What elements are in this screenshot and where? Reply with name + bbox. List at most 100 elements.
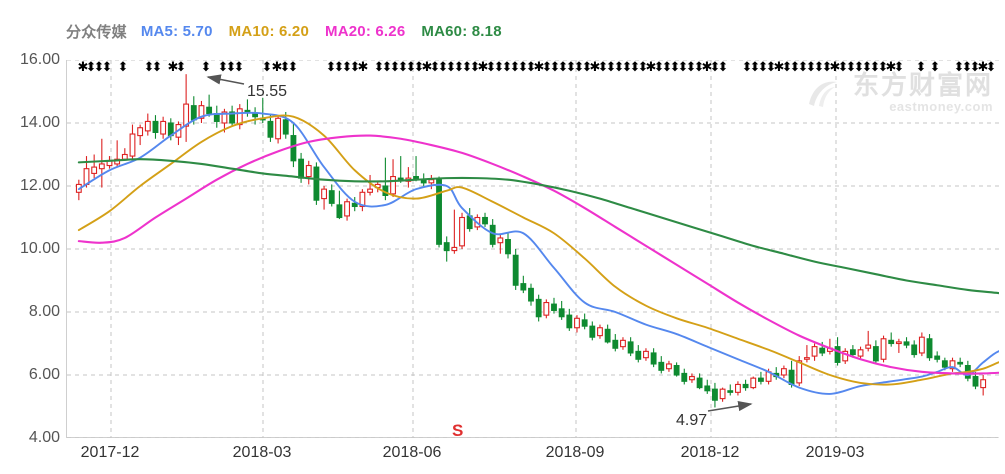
svg-text:⬍: ⬍ [118, 60, 129, 75]
annotation-arrows [206, 74, 753, 412]
svg-text:⬍: ⬍ [878, 60, 889, 75]
svg-text:✱: ✱ [646, 60, 657, 75]
x-axis-tick: 2018-06 [382, 444, 442, 461]
svg-text:⬍: ⬍ [854, 60, 865, 75]
svg-text:⬍: ⬍ [502, 60, 513, 75]
trough-price-annotation: 4.97 [676, 412, 708, 429]
svg-text:✱: ✱ [422, 60, 433, 75]
x-axis-tick: 2017-12 [80, 444, 140, 461]
svg-text:⬍: ⬍ [398, 60, 409, 75]
svg-text:⬍: ⬍ [916, 60, 927, 75]
svg-text:⬍: ⬍ [718, 60, 729, 75]
svg-text:⬍: ⬍ [414, 60, 425, 75]
svg-text:⬍: ⬍ [894, 60, 905, 75]
svg-text:✱: ✱ [702, 60, 713, 75]
svg-text:⬍: ⬍ [862, 60, 873, 75]
ma5-legend: MA5: 5.70 [140, 22, 213, 40]
svg-text:⬍: ⬍ [350, 60, 361, 75]
svg-text:⬍: ⬍ [986, 60, 997, 75]
svg-text:⬍: ⬍ [662, 60, 673, 75]
svg-text:⬍: ⬍ [846, 60, 857, 75]
svg-text:⬍: ⬍ [550, 60, 561, 75]
svg-text:⬍: ⬍ [614, 60, 625, 75]
svg-text:⬍: ⬍ [438, 60, 449, 75]
svg-text:⬍: ⬍ [526, 60, 537, 75]
svg-text:⬍: ⬍ [454, 60, 465, 75]
svg-text:✱: ✱ [478, 60, 489, 75]
svg-text:✱: ✱ [272, 60, 283, 75]
svg-text:✱: ✱ [886, 60, 897, 75]
y-axis-tick: 14.00 [19, 114, 60, 131]
peak-price-annotation: 15.55 [247, 83, 288, 100]
svg-text:⬍: ⬍ [342, 60, 353, 75]
x-axis-tick: 2019-03 [805, 444, 865, 461]
svg-text:⬍: ⬍ [326, 60, 337, 75]
svg-text:⬍: ⬍ [218, 60, 229, 75]
svg-text:⬍: ⬍ [144, 60, 155, 75]
svg-text:⬍: ⬍ [574, 60, 585, 75]
svg-text:⬍: ⬍ [678, 60, 689, 75]
y-axis-tick: 12.00 [19, 177, 60, 194]
svg-text:⬍: ⬍ [582, 60, 593, 75]
svg-text:⬍: ⬍ [742, 60, 753, 75]
candlesticks [75, 74, 987, 408]
x-axis-tick: 2018-12 [680, 444, 740, 461]
svg-text:⬍: ⬍ [201, 60, 212, 75]
svg-text:⬍: ⬍ [406, 60, 417, 75]
svg-text:⬍: ⬍ [102, 60, 113, 75]
svg-text:⬍: ⬍ [280, 60, 291, 75]
stock-name-label: 分众传媒 [66, 22, 127, 41]
svg-text:⬍: ⬍ [962, 60, 973, 75]
svg-text:⬍: ⬍ [288, 60, 299, 75]
svg-text:⬍: ⬍ [710, 60, 721, 75]
svg-text:⬍: ⬍ [638, 60, 649, 75]
svg-text:⬍: ⬍ [176, 60, 187, 75]
y-axis-tick: 10.00 [19, 240, 60, 257]
svg-text:⬍: ⬍ [654, 60, 665, 75]
svg-text:⬍: ⬍ [262, 60, 273, 75]
chart-legend: 分众传媒 MA5: 5.70 MA10: 6.20 MA20: 6.26 MA6… [66, 20, 518, 42]
svg-text:⬍: ⬍ [94, 60, 105, 75]
price-plot-area[interactable]: ✱ ⬍ ⬍ ⬍ ⬍ ⬍ ⬍ ✱ ⬍ ⬍ ⬍ ⬍ ⬍ ⬍ ✱ ⬍ ⬍ ⬍ ⬍ ⬍ ⬍ ✱ ⬍ ⬍ ⬍ ⬍ ⬍ ⬍ ✱ ⬍ ⬍ ⬍ ⬍ ⬍ ⬍ ✱ ⬍ ⬍ ⬍ ⬍… [66, 60, 999, 438]
svg-text:⬍: ⬍ [758, 60, 769, 75]
svg-text:⬍: ⬍ [822, 60, 833, 75]
svg-text:⬍: ⬍ [670, 60, 681, 75]
svg-text:⬍: ⬍ [970, 60, 981, 75]
svg-text:⬍: ⬍ [470, 60, 481, 75]
svg-text:⬍: ⬍ [226, 60, 237, 75]
y-axis-tick: 6.00 [28, 366, 60, 383]
svg-text:⬍: ⬍ [558, 60, 569, 75]
y-axis-tick: 16.00 [19, 51, 60, 68]
top-event-markers: ✱⬍⬍⬍ ⬍ ⬍⬍ ✱⬍ ⬍ ⬍⬍⬍ ⬍ ✱⬍⬍ ⬍⬍⬍⬍✱ ⬍⬍⬍⬍⬍⬍✱⬍⬍⬍⬍⬍⬍✱⬍⬍⬍⬍… [78, 60, 997, 75]
svg-text:⬍: ⬍ [630, 60, 641, 75]
svg-text:⬍: ⬍ [750, 60, 761, 75]
svg-text:✱: ✱ [78, 60, 89, 75]
svg-text:✱: ✱ [590, 60, 601, 75]
svg-text:⬍: ⬍ [430, 60, 441, 75]
svg-text:⬍: ⬍ [494, 60, 505, 75]
svg-text:⬍: ⬍ [598, 60, 609, 75]
svg-text:✱: ✱ [830, 60, 841, 75]
svg-text:⬍: ⬍ [694, 60, 705, 75]
svg-text:⬍: ⬍ [838, 60, 849, 75]
ma10-legend: MA10: 6.20 [228, 22, 310, 40]
svg-text:⬍: ⬍ [806, 60, 817, 75]
svg-text:⬍: ⬍ [86, 60, 97, 75]
svg-text:⬍: ⬍ [686, 60, 697, 75]
svg-text:⬍: ⬍ [622, 60, 633, 75]
svg-text:⬍: ⬍ [334, 60, 345, 75]
svg-text:✱: ✱ [978, 60, 989, 75]
svg-text:⬍: ⬍ [390, 60, 401, 75]
gridlines [67, 60, 999, 438]
split-event-marker[interactable]: S [452, 421, 464, 440]
candlestick-svg: ✱⬍⬍⬍ ⬍ ⬍⬍ ✱⬍ ⬍ ⬍⬍⬍ ⬍ ✱⬍⬍ ⬍⬍⬍⬍✱ ⬍⬍⬍⬍⬍⬍✱⬍⬍⬍⬍⬍⬍✱⬍⬍⬍⬍… [67, 60, 999, 438]
svg-text:⬍: ⬍ [954, 60, 965, 75]
svg-text:✱: ✱ [168, 60, 179, 75]
ma20-legend: MA20: 6.26 [325, 22, 406, 40]
y-axis-tick: 4.00 [28, 429, 60, 446]
svg-text:⬍: ⬍ [930, 60, 941, 75]
y-axis-tick: 8.00 [28, 303, 60, 320]
svg-text:⬍: ⬍ [566, 60, 577, 75]
svg-text:⬍: ⬍ [382, 60, 393, 75]
